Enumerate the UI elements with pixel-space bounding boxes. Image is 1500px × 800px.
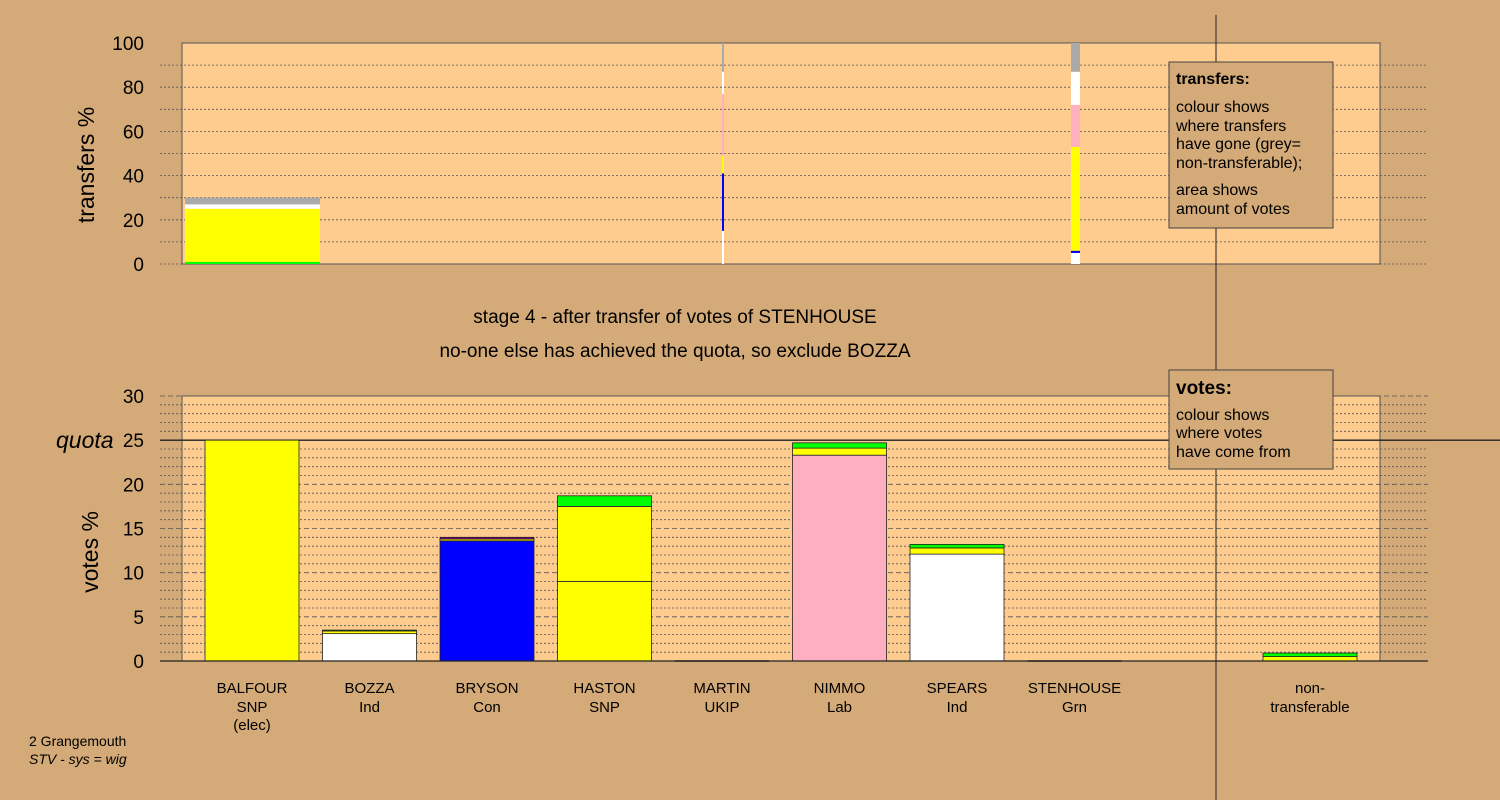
stage-subtitle: no-one else has achieved the quota, so e…	[439, 341, 910, 362]
transfer-segment-ind	[722, 230, 724, 264]
votes-y-tick-label: 20	[123, 475, 144, 496]
votes-y-ticks: 0 5 10 15 20 25 30	[123, 387, 144, 673]
vote-segment-grn	[557, 495, 652, 507]
transfers-y-tick-label: 100	[112, 34, 144, 55]
ward-name: 2 Grangemouth	[29, 733, 126, 749]
transfers-legend-line: non-transferable);	[1176, 155, 1302, 172]
quota-label: quota	[56, 427, 114, 453]
votes-legend-line: colour shows	[1176, 407, 1269, 424]
candidate-party: SNP	[589, 699, 620, 716]
transfer-segment-lab	[722, 93, 724, 156]
transfers-legend-box	[1168, 61, 1334, 229]
votes-y-tick-label: 30	[123, 387, 144, 408]
nontransferable-segment-grn	[1262, 652, 1358, 657]
candidate-name: NIMMO	[814, 680, 866, 697]
vote-segment-grn	[322, 629, 417, 632]
transfers-legend-title: transfers:	[1176, 71, 1250, 88]
vote-segment-snp	[557, 506, 652, 582]
candidate-party: UKIP	[704, 699, 739, 716]
votes-y-tick-label: 5	[133, 608, 144, 629]
transfers-y-ticks: 0 20 40 60 80 100	[112, 34, 144, 276]
transfer-segment-ind	[185, 204, 320, 209]
candidate-elected-note: (elec)	[233, 717, 271, 734]
votes-legend-box	[1168, 369, 1334, 470]
transfers-legend: transfers: colour shows where transfers …	[1168, 61, 1334, 229]
vote-segment-snp	[204, 439, 300, 662]
transfers-legend-line: area shows	[1176, 182, 1258, 199]
candidate-name: SPEARS	[927, 680, 988, 697]
vote-segment-snp	[792, 447, 887, 456]
transfer-segment-grn	[185, 261, 320, 264]
nontransferable-segment-snp	[1262, 656, 1358, 662]
candidate-party: SNP	[237, 699, 268, 716]
transfer-segment-snp	[185, 208, 320, 262]
transfer-segment-nontransferable	[1071, 43, 1080, 72]
votes-bars	[160, 439, 1428, 662]
votes-y-tick-label: 10	[123, 564, 144, 585]
votes-legend: votes: colour shows where votes have com…	[1168, 369, 1334, 470]
candidate-party: Lab	[827, 699, 852, 716]
vote-segment-grn	[792, 442, 887, 449]
vote-segment-snp	[557, 581, 652, 662]
candidate-party: Ind	[947, 699, 968, 716]
candidate-party: Con	[473, 699, 501, 716]
candidate-labels: BALFOURSNP(elec)BOZZAIndBRYSONConHASTONS…	[217, 680, 1350, 734]
vote-segment-ukip	[439, 536, 535, 540]
transfer-segment-lab	[1071, 104, 1080, 147]
nontransferable-label: transferable	[1270, 699, 1349, 716]
transfers-legend-line: have gone (grey=	[1176, 136, 1301, 153]
transfer-segment-nontransferable	[722, 43, 724, 72]
vote-segment-ind	[909, 553, 1005, 662]
vote-segment-lab	[792, 454, 887, 662]
candidate-name: MARTIN	[693, 680, 750, 697]
transfer-segment-nontransferable	[185, 197, 320, 205]
candidate-party: Ind	[359, 699, 380, 716]
candidate-name: BOZZA	[344, 680, 394, 697]
transfers-legend-line: colour shows	[1176, 99, 1269, 116]
candidate-name: BALFOUR	[217, 680, 288, 697]
candidate-name: BRYSON	[455, 680, 518, 697]
transfers-y-tick-label: 60	[123, 122, 144, 143]
candidate-name: HASTON	[573, 680, 635, 697]
transfer-segment-snp	[722, 155, 724, 174]
transfer-segment-snp	[1071, 146, 1080, 251]
transfers-y-tick-label: 20	[123, 211, 144, 232]
transfers-y-tick-label: 0	[133, 255, 144, 276]
transfers-bars	[185, 43, 1080, 264]
votes-legend-title: votes:	[1176, 378, 1232, 399]
transfer-segment-ind	[722, 71, 724, 94]
transfer-segment-ind	[1071, 71, 1080, 105]
transfers-y-axis-label: transfers %	[73, 107, 99, 223]
votes-legend-line: have come from	[1176, 444, 1291, 461]
transfer-segment-con	[722, 173, 724, 231]
votes-y-tick-label: 15	[123, 520, 144, 541]
vote-segment-snp	[909, 547, 1005, 555]
transfers-legend-line: where transfers	[1175, 118, 1286, 135]
candidate-party: Grn	[1062, 699, 1087, 716]
transfer-segment-con	[1071, 250, 1080, 253]
vote-segment-ind	[322, 633, 417, 662]
transfers-y-tick-label: 80	[123, 78, 144, 99]
votes-y-tick-label: 0	[133, 652, 144, 673]
transfers-y-tick-label: 40	[123, 167, 144, 188]
candidate-name: STENHOUSE	[1028, 680, 1121, 697]
system-note: STV - sys = wig	[29, 751, 127, 767]
transfer-segment-ind	[1071, 252, 1080, 264]
votes-y-tick-label: 25	[123, 431, 144, 452]
votes-legend-line: where votes	[1175, 425, 1262, 442]
vote-segment-grn	[909, 544, 1005, 549]
vote-segment-con	[439, 540, 535, 662]
nontransferable-label: non-	[1295, 680, 1325, 697]
votes-y-axis-label: votes %	[77, 511, 103, 593]
transfers-legend-line: amount of votes	[1176, 201, 1290, 218]
stage-title: stage 4 - after transfer of votes of STE…	[473, 307, 876, 328]
